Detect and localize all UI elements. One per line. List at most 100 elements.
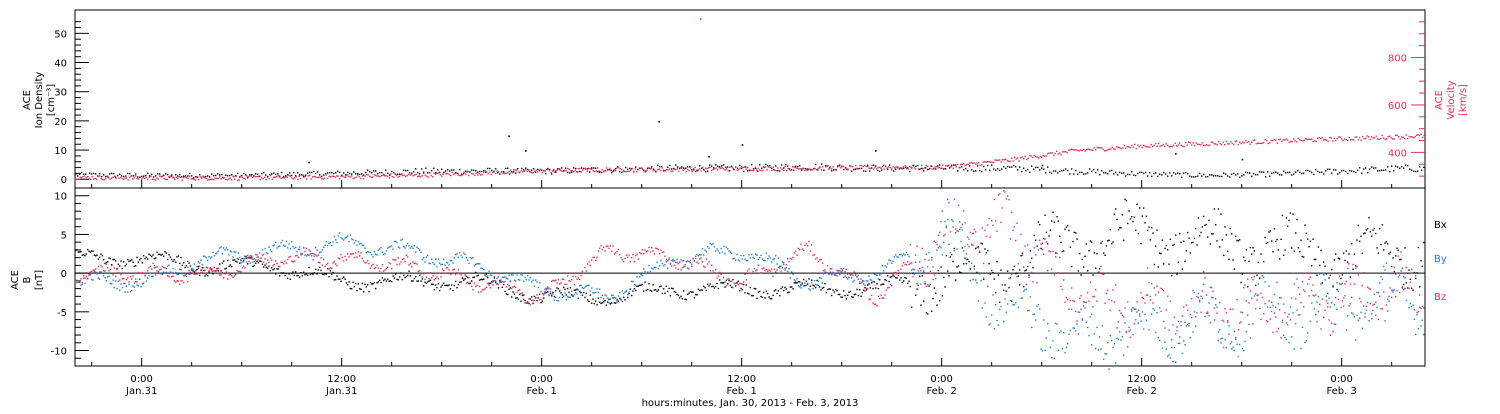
velocity-point xyxy=(771,169,773,172)
density-point xyxy=(1159,173,1161,175)
b-by-point xyxy=(172,267,174,270)
b-by-point xyxy=(900,253,902,256)
b-by-point xyxy=(753,257,756,260)
b-by-point xyxy=(83,277,85,279)
b-bx-point xyxy=(583,291,585,294)
b-bz-point xyxy=(164,267,166,269)
b-bx-point xyxy=(821,287,824,290)
density-point xyxy=(277,173,279,175)
b-by-point xyxy=(417,247,420,250)
b-bz-point xyxy=(924,258,926,261)
velocity-point xyxy=(645,170,647,172)
b-by-point xyxy=(1183,340,1185,342)
b-bz-point xyxy=(741,283,744,285)
b-bz-point xyxy=(553,280,556,282)
x-tick-time: 12:00 xyxy=(1127,374,1156,385)
velocity-point xyxy=(1323,139,1325,141)
velocity-point xyxy=(850,165,852,167)
velocity-point xyxy=(1402,136,1404,139)
b-bz-point xyxy=(913,268,916,271)
b-bz-point xyxy=(1331,322,1333,324)
velocity-point xyxy=(195,179,197,181)
b-by-point xyxy=(841,269,844,271)
b-by-point xyxy=(191,267,193,270)
velocity-point xyxy=(1324,139,1326,141)
velocity-point xyxy=(1297,137,1299,140)
b-by-point xyxy=(1403,276,1405,278)
b-by-point xyxy=(203,255,205,257)
b-bx-point xyxy=(824,283,826,285)
b-bx-point xyxy=(508,288,510,290)
velocity-point xyxy=(582,169,584,171)
density-point xyxy=(903,167,905,170)
b-bx-point xyxy=(1391,265,1393,268)
velocity-point xyxy=(570,170,572,172)
b-bz-point xyxy=(355,252,357,254)
density-point xyxy=(437,169,439,171)
b-bx-point xyxy=(1227,250,1229,253)
velocity-point xyxy=(1152,145,1154,148)
b-bz-point xyxy=(1407,287,1409,289)
b-bz-point xyxy=(1163,289,1165,292)
b-bz-point xyxy=(1411,268,1413,271)
b-bx-point xyxy=(617,300,620,303)
b-by-point xyxy=(745,259,748,262)
velocity-point xyxy=(1192,142,1194,144)
density-point xyxy=(837,165,839,167)
b-by-point xyxy=(631,280,633,283)
velocity-point xyxy=(712,168,714,171)
b-bz-point xyxy=(311,252,313,255)
b-by-point xyxy=(984,302,986,304)
b-bz-point xyxy=(1271,301,1273,304)
density-point xyxy=(251,173,253,176)
density-point xyxy=(237,172,239,175)
velocity-point xyxy=(1197,143,1199,145)
b-by-point xyxy=(364,247,366,249)
b-bx-point xyxy=(948,275,950,277)
b-bz-point xyxy=(1075,310,1077,313)
b-by-point xyxy=(1179,342,1181,345)
b-bz-point xyxy=(231,275,233,277)
b-bz-point xyxy=(768,269,770,271)
density-point xyxy=(1273,171,1275,174)
b-bz-point xyxy=(717,275,720,277)
velocity-point xyxy=(492,171,494,174)
b-by-point xyxy=(357,240,360,243)
b-bz-point xyxy=(249,254,252,257)
b-bz-point xyxy=(319,262,321,264)
velocity-point xyxy=(415,173,417,175)
b-by-point xyxy=(967,243,969,246)
b-by-point xyxy=(523,280,525,282)
b-bz-point xyxy=(1177,320,1180,323)
b-bx-point xyxy=(937,269,940,272)
velocity-point xyxy=(1333,137,1335,140)
b-bz-point xyxy=(275,260,277,262)
b-bz-point xyxy=(1393,266,1396,269)
b-bx-point xyxy=(923,300,925,302)
b-bz-point xyxy=(452,269,454,271)
b-bx-point xyxy=(428,280,430,282)
b-bx-point xyxy=(1040,247,1042,250)
b-bz-point xyxy=(376,264,378,267)
b-by-point xyxy=(423,257,425,259)
b-bx-point xyxy=(256,260,258,263)
velocity-point xyxy=(1119,147,1121,149)
b-bz-point xyxy=(273,263,276,266)
b-bx-point xyxy=(379,279,381,282)
b-by-point xyxy=(1207,312,1209,315)
density-point xyxy=(855,168,857,170)
velocity-point xyxy=(877,166,879,169)
b-bz-point xyxy=(1420,307,1422,310)
density-point xyxy=(419,173,421,175)
velocity-point xyxy=(1375,135,1377,137)
b-by-point xyxy=(1009,299,1012,302)
b-bz-point xyxy=(981,227,984,229)
b-bx-point xyxy=(936,304,938,306)
b-by-point xyxy=(1027,309,1029,312)
b-bz-point xyxy=(308,249,310,251)
density-point xyxy=(413,171,415,173)
b-bx-point xyxy=(669,295,672,297)
b-by-point xyxy=(833,272,836,275)
b-bx-point xyxy=(487,277,489,279)
b-bx-point xyxy=(457,283,460,286)
